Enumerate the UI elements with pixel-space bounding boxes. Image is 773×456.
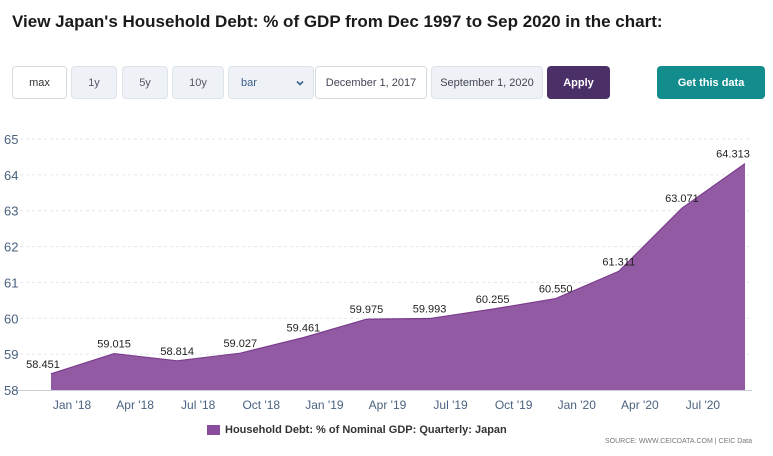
y-tick-label: 58 (4, 383, 18, 398)
chart-type-select[interactable]: bar (228, 66, 314, 99)
y-axis: 58 59 60 61 62 63 64 65 (4, 132, 18, 398)
y-tick-label: 64 (4, 168, 18, 183)
source-note: SOURCE: WWW.CEICDATA.COM | CEIC Data (604, 438, 752, 445)
range-max-button[interactable]: max (12, 66, 67, 99)
x-tick-label: Apr '20 (621, 398, 659, 412)
chevron-down-icon (296, 80, 304, 86)
data-label: 61.311 (602, 256, 635, 268)
x-tick-label: Jul '20 (686, 398, 721, 412)
data-label: 64.313 (716, 149, 750, 161)
range-5y-button[interactable]: 5y (122, 66, 168, 99)
x-tick-label: Jan '20 (558, 398, 597, 412)
legend-label: Household Debt: % of Nominal GDP: Quarte… (225, 424, 507, 436)
series-line (50, 163, 746, 375)
data-label: 58.451 (26, 359, 60, 371)
x-tick-label: Jan '18 (53, 398, 92, 412)
x-tick-label: Apr '18 (116, 398, 154, 412)
y-tick-label: 62 (4, 240, 18, 255)
data-label: 59.015 (97, 339, 131, 351)
x-tick-label: Oct '18 (242, 398, 280, 412)
x-tick-label: Jul '18 (181, 398, 216, 412)
data-label: 60.550 (539, 284, 573, 296)
y-tick-label: 59 (4, 347, 18, 362)
get-this-data-button[interactable]: Get this data (657, 66, 765, 99)
apply-button[interactable]: Apply (547, 66, 610, 99)
data-label: 63.071 (665, 193, 699, 205)
chart-type-value: bar (241, 76, 257, 89)
end-date-input[interactable]: September 1, 2020 (431, 66, 543, 99)
range-1y-button[interactable]: 1y (71, 66, 117, 99)
x-tick-label: Apr '19 (369, 398, 407, 412)
x-axis: Jan '18 Apr '18 Jul '18 Oct '18 Jan '19 Apr '… (53, 398, 721, 412)
series-area (51, 163, 745, 390)
legend-swatch (207, 425, 220, 435)
range-10y-button[interactable]: 10y (172, 66, 224, 99)
series-layer (50, 163, 746, 390)
data-label: 59.975 (350, 304, 384, 316)
legend[interactable]: Household Debt: % of Nominal GDP: Quarte… (207, 424, 507, 436)
data-labels: 58.451 59.015 58.814 59.027 59.461 59.975 59.9… (26, 149, 750, 371)
data-label: 59.993 (413, 304, 447, 316)
y-tick-label: 61 (4, 275, 18, 290)
page-title: View Japan's Household Debt: % of GDP fr… (12, 12, 663, 31)
y-tick-label: 63 (4, 204, 18, 219)
data-label: 60.255 (476, 294, 510, 306)
data-label: 59.027 (223, 338, 257, 350)
data-label: 58.814 (160, 346, 194, 358)
data-label: 59.461 (287, 323, 321, 335)
x-tick-label: Oct '19 (495, 398, 533, 412)
y-tick-label: 60 (4, 311, 18, 326)
start-date-input[interactable]: December 1, 2017 (315, 66, 427, 99)
x-tick-label: Jul '19 (433, 398, 468, 412)
y-tick-label: 65 (4, 132, 18, 147)
x-tick-label: Jan '19 (305, 398, 344, 412)
